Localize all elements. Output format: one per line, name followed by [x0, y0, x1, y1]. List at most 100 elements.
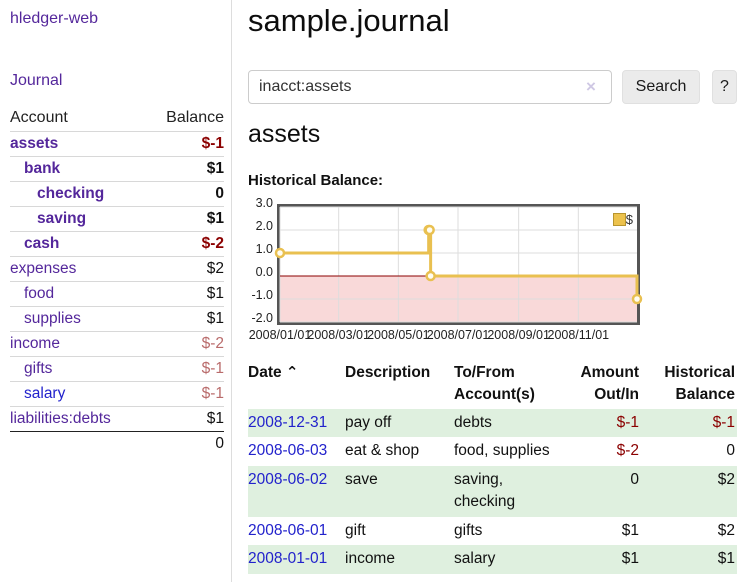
account-row: income $-2 [10, 331, 224, 357]
register-header-date[interactable]: Date ⌃ [248, 364, 299, 381]
accounts-header-account: Account [10, 109, 68, 126]
account-row: checking 0 [10, 181, 224, 207]
txn-accounts: saving, checking [454, 470, 516, 511]
txn-amount: $-1 [616, 413, 639, 431]
balance-chart-svg [274, 206, 643, 323]
legend-swatch-icon [612, 213, 626, 227]
register-row: 2008-06-03 eat & shop food, supplies $-2… [248, 437, 737, 465]
account-row: salary $-1 [10, 381, 224, 407]
search-input[interactable] [248, 70, 612, 104]
sort-ascending-icon: ⌃ [285, 364, 299, 381]
accounts-header-row: Account Balance [10, 107, 224, 132]
account-link-checking[interactable]: checking [37, 185, 105, 202]
txn-balance: $1 [717, 550, 735, 568]
account-link-food[interactable]: food [24, 285, 55, 302]
sidebar: hledger-web Journal Account Balance asse… [0, 0, 232, 582]
account-row: cash $-2 [10, 231, 224, 257]
txn-amount: $-2 [616, 442, 639, 460]
account-balance: $-2 [145, 331, 224, 357]
x-tick-label: 2008/01/01 [248, 328, 312, 342]
txn-balance: $2 [717, 470, 735, 488]
y-axis-labels: 3.0 2.0 1.0 0.0 -1.0 -2.0 [248, 196, 273, 331]
account-balance: $1 [145, 306, 224, 332]
account-balance: $-1 [145, 381, 224, 407]
account-row: liabilities:debts $1 [10, 406, 224, 432]
txn-balance: $-1 [712, 413, 735, 431]
txn-accounts: salary [454, 550, 496, 568]
accounts-table: Account Balance assets $-1 bank $1 check… [10, 107, 224, 456]
account-link-gifts[interactable]: gifts [24, 360, 53, 377]
txn-accounts: debts [454, 413, 492, 431]
account-row: supplies $1 [10, 306, 224, 332]
txn-description: income [345, 550, 395, 568]
account-balance: $1 [145, 206, 224, 232]
account-link-liabilities-debts[interactable]: liabilities:debts [10, 410, 111, 427]
txn-amount: 0 [630, 470, 639, 488]
account-balance: $1 [145, 156, 224, 182]
search-bar: × Search ? [248, 70, 737, 104]
search-button[interactable]: Search [622, 70, 700, 104]
x-tick-label: 2008/03/01 [307, 328, 370, 342]
account-link-expenses[interactable]: expenses [10, 260, 77, 277]
account-link-saving[interactable]: saving [37, 210, 87, 227]
register-row: 2008-01-01 income salary $1 $1 [248, 545, 737, 574]
historical-balance-chart: 3.0 2.0 1.0 0.0 -1.0 -2.0 $ 2008/01/01 2008/03… [248, 196, 668, 349]
txn-description: pay off [345, 413, 392, 431]
txn-description: gift [345, 521, 366, 539]
txn-date-link[interactable]: 2008-06-03 [248, 442, 328, 460]
account-row: gifts $-1 [10, 356, 224, 382]
account-balance: $1 [145, 406, 224, 432]
register-table: Date ⌃ Description To/From Account(s) Am… [248, 360, 737, 574]
accounts-total: 0 [145, 431, 224, 456]
account-row: bank $1 [10, 156, 224, 182]
txn-amount: $1 [621, 550, 639, 568]
txn-date-link[interactable]: 2008-01-01 [248, 550, 328, 568]
help-button[interactable]: ? [712, 70, 737, 104]
register-header-account: To/From Account(s) [454, 364, 535, 404]
clear-search-icon[interactable]: × [586, 77, 596, 96]
register-header-row: Date ⌃ Description To/From Account(s) Am… [248, 360, 737, 409]
chart-title: Historical Balance: [248, 172, 384, 189]
register-header-description: Description [345, 364, 431, 381]
y-tick-label: 2.0 [255, 219, 273, 233]
account-balance: $1 [145, 281, 224, 307]
account-link-assets[interactable]: assets [10, 135, 59, 152]
txn-balance: 0 [726, 442, 735, 460]
account-link-cash[interactable]: cash [24, 235, 60, 252]
account-link-supplies[interactable]: supplies [24, 310, 81, 327]
y-tick-label: 0.0 [255, 265, 273, 279]
accounts-header-balance: Balance [166, 109, 224, 126]
register-header-balance: Historical Balance [664, 364, 735, 404]
register-row: 2008-06-01 gift gifts $1 $2 [248, 517, 737, 545]
app-title-link[interactable]: hledger-web [10, 10, 99, 27]
txn-description: eat & shop [345, 442, 420, 460]
account-heading: assets [248, 120, 321, 148]
account-row: saving $1 [10, 206, 224, 232]
account-row: expenses $2 [10, 256, 224, 282]
register-header-amount: Amount Out/In [580, 364, 639, 404]
account-balance: $2 [145, 256, 224, 282]
register-row: 2008-12-31 pay off debts $-1 $-1 [248, 408, 737, 438]
txn-date-link[interactable]: 2008-06-02 [248, 470, 328, 488]
chart-plot: $ [274, 204, 643, 325]
accounts-total-row: 0 [10, 431, 224, 456]
txn-balance: $2 [717, 521, 735, 539]
y-tick-label: -1.0 [251, 288, 273, 302]
txn-accounts: gifts [454, 521, 483, 539]
nav-journal-link[interactable]: Journal [10, 72, 63, 89]
account-link-income[interactable]: income [10, 335, 60, 352]
txn-date-link[interactable]: 2008-06-01 [248, 521, 328, 539]
x-tick-label: 2008/11/01 [547, 328, 610, 342]
account-link-bank[interactable]: bank [24, 160, 61, 177]
y-tick-label: 1.0 [255, 242, 273, 256]
x-axis-labels: 2008/01/01 2008/03/01 2008/05/01 2008/07/01… [248, 328, 668, 344]
account-balance: $-2 [145, 231, 224, 257]
register-row: 2008-06-02 save saving, checking 0 $2 [248, 465, 737, 517]
account-balance: $-1 [145, 356, 224, 382]
main-content: sample.journal × Search ? assets Histori… [248, 0, 737, 582]
account-link-salary[interactable]: salary [24, 385, 66, 402]
txn-description: save [345, 470, 378, 488]
txn-date-link[interactable]: 2008-12-31 [248, 413, 328, 431]
chart-legend: $ [612, 211, 633, 227]
account-row: assets $-1 [10, 131, 224, 157]
